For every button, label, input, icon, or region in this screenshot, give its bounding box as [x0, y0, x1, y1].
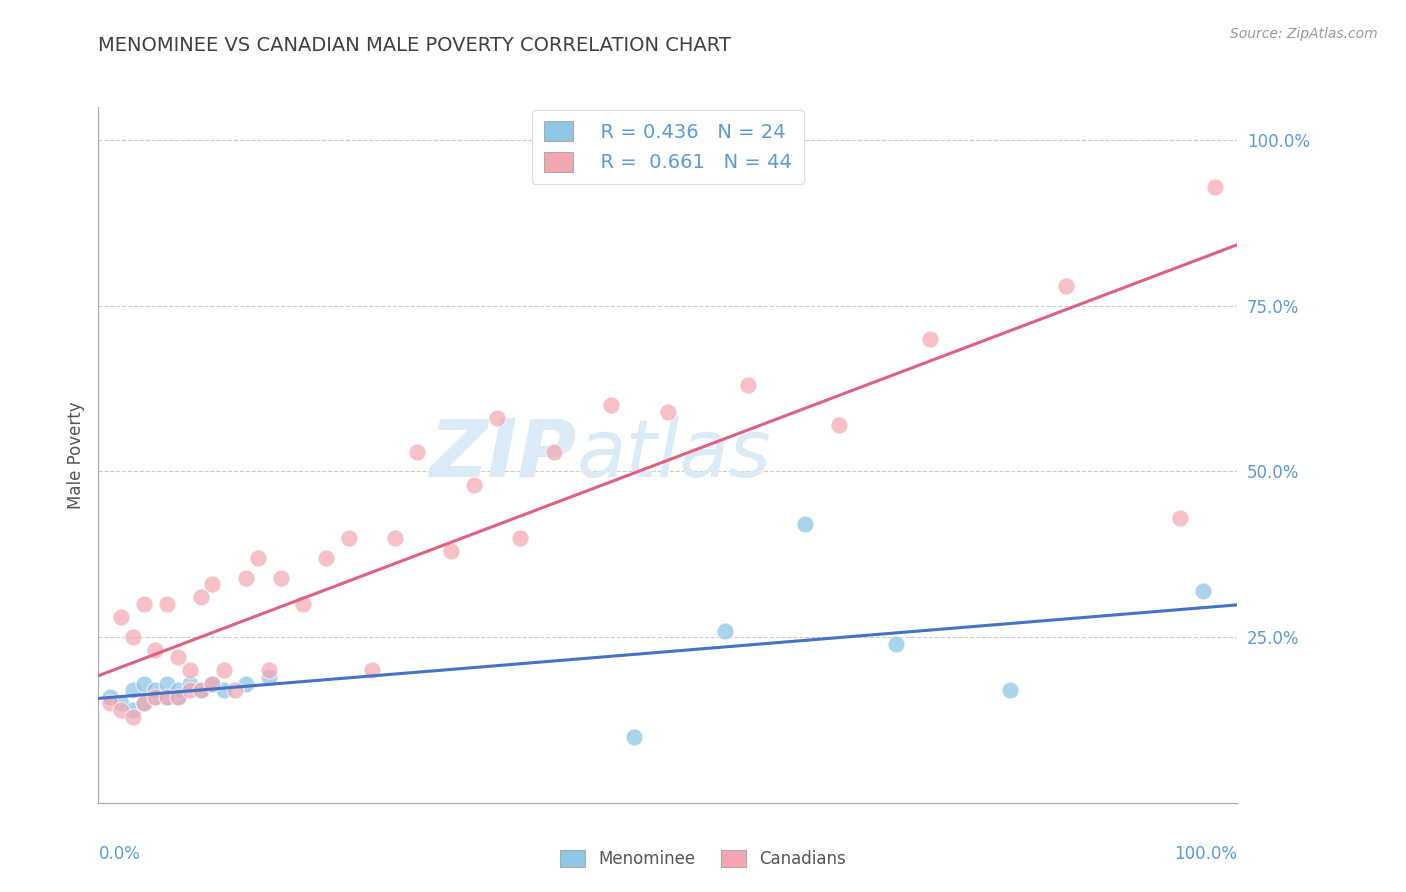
Point [190, 683, 212, 698]
Point [121, 683, 143, 698]
Point [156, 690, 179, 704]
Point [600, 398, 623, 412]
Point [292, 597, 315, 611]
Point [543, 444, 565, 458]
Point [167, 650, 190, 665]
Point [156, 690, 179, 704]
Point [793, 517, 815, 532]
Point [998, 683, 1021, 698]
Legend:   R = 0.436   N = 24,   R =  0.661   N = 44: R = 0.436 N = 24, R = 0.661 N = 44 [531, 110, 804, 184]
Point [110, 703, 132, 717]
Point [212, 663, 235, 677]
Point [132, 676, 155, 690]
Text: ZIP: ZIP [429, 416, 576, 494]
Point [145, 683, 167, 698]
Text: MENOMINEE VS CANADIAN MALE POVERTY CORRELATION CHART: MENOMINEE VS CANADIAN MALE POVERTY CORRE… [98, 36, 731, 54]
Point [132, 597, 155, 611]
Text: atlas: atlas [576, 416, 772, 494]
Point [246, 550, 269, 565]
Point [132, 697, 155, 711]
Point [657, 405, 679, 419]
Point [884, 637, 907, 651]
Point [828, 418, 851, 433]
Text: 100.0%: 100.0% [1174, 845, 1237, 863]
Point [121, 630, 143, 644]
Point [918, 332, 941, 346]
Point [179, 683, 201, 698]
Point [110, 610, 132, 624]
Point [201, 676, 224, 690]
Point [179, 663, 201, 677]
Point [1170, 511, 1192, 525]
Point [406, 444, 429, 458]
Point [737, 378, 759, 392]
Point [235, 570, 257, 584]
Point [463, 477, 485, 491]
Point [224, 683, 246, 698]
Point [440, 544, 463, 558]
Point [145, 690, 167, 704]
Text: 0.0%: 0.0% [98, 845, 141, 863]
Point [145, 643, 167, 657]
Point [156, 676, 179, 690]
Y-axis label: Male Poverty: Male Poverty [66, 401, 84, 508]
Point [190, 591, 212, 605]
Point [98, 697, 121, 711]
Point [145, 690, 167, 704]
Point [167, 690, 190, 704]
Point [201, 676, 224, 690]
Point [132, 697, 155, 711]
Point [1204, 179, 1226, 194]
Point [110, 697, 132, 711]
Point [179, 676, 201, 690]
Point [384, 531, 406, 545]
Point [623, 730, 645, 744]
Point [360, 663, 382, 677]
Point [121, 703, 143, 717]
Point [714, 624, 737, 638]
Point [235, 676, 257, 690]
Point [156, 597, 179, 611]
Point [509, 531, 531, 545]
Point [190, 683, 212, 698]
Point [167, 690, 190, 704]
Point [1192, 583, 1215, 598]
Point [315, 550, 337, 565]
Point [121, 709, 143, 723]
Point [486, 411, 509, 425]
Legend: Menominee, Canadians: Menominee, Canadians [554, 843, 852, 875]
Point [337, 531, 360, 545]
Point [212, 683, 235, 698]
Point [270, 570, 292, 584]
Point [259, 663, 281, 677]
Point [201, 577, 224, 591]
Text: Source: ZipAtlas.com: Source: ZipAtlas.com [1230, 27, 1378, 41]
Point [1054, 279, 1078, 293]
Point [98, 690, 121, 704]
Point [167, 683, 190, 698]
Point [259, 670, 281, 684]
